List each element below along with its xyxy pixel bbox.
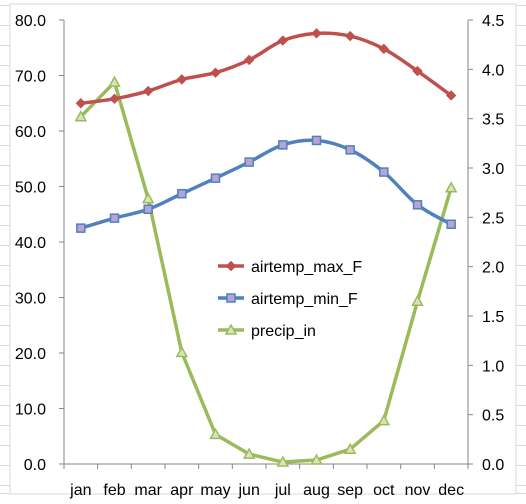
data-point-diamond [176, 74, 188, 85]
chart-frame [9, 3, 517, 495]
x-tick-label: oct [373, 482, 395, 499]
right-tick-label: 0.5 [482, 408, 504, 425]
data-point-triangle [209, 427, 222, 440]
data-point-triangle [224, 323, 238, 335]
data-point-triangle [141, 192, 155, 204]
data-point-square [244, 157, 254, 167]
legend-label: airtemp_min_F [251, 291, 358, 308]
right-tick-label: 1.0 [482, 358, 504, 375]
data-point-diamond [243, 54, 255, 66]
data-point-triangle [108, 75, 121, 87]
x-tick-label: may [200, 482, 230, 499]
data-point-square [311, 135, 322, 146]
data-point-square [412, 200, 423, 210]
left-tick-label: 40.0 [15, 235, 46, 252]
left-tick-label: 10.0 [15, 402, 46, 419]
series-line [79, 80, 453, 464]
data-point-triangle [343, 442, 357, 454]
data-point-triangle [276, 455, 290, 467]
right-tick-label: 2.0 [482, 260, 504, 277]
x-axis: jan feb mar apr may jun jul aug sep oct nov dec [63, 464, 469, 499]
data-point-triangle [310, 453, 323, 465]
data-point-diamond [225, 260, 237, 272]
data-point-diamond [277, 35, 289, 46]
right-tick-label: 2.5 [482, 210, 504, 227]
data-point-diamond [378, 43, 390, 55]
data-point-square [143, 204, 153, 215]
x-tick-label: aug [303, 482, 330, 499]
right-y-axis: 0.0 0.5 1.0 1.5 2.0 2.5 3.0 3.5 4.0 4.5 [468, 13, 504, 474]
data-point-diamond [142, 85, 154, 97]
data-point-diamond [311, 28, 322, 39]
data-point-diamond [75, 98, 87, 109]
data-point-square [345, 145, 355, 155]
series-precip_in [74, 75, 458, 467]
x-tick-label: apr [170, 482, 194, 499]
x-tick-label: jun [237, 482, 259, 499]
left-tick-label: 50.0 [15, 180, 46, 197]
data-point-triangle [74, 110, 88, 122]
data-point-square [177, 188, 187, 199]
left-tick-label: 0.0 [24, 457, 46, 474]
legend-item: precip_in [218, 323, 316, 340]
data-point-square [278, 140, 288, 150]
left-tick-label: 60.0 [15, 124, 46, 141]
x-tick-label: dec [438, 482, 464, 499]
x-tick-label: nov [405, 482, 431, 499]
data-point-diamond [210, 67, 221, 78]
right-tick-label: 4.5 [482, 13, 504, 30]
data-point-square [379, 167, 389, 177]
legend-label: precip_in [251, 323, 316, 340]
left-tick-label: 70.0 [15, 69, 46, 86]
series-airtemp_max_F [75, 28, 457, 109]
data-point-triangle [411, 294, 424, 306]
data-point-diamond [412, 65, 423, 77]
x-tick-label: jul [274, 482, 291, 499]
right-tick-label: 3.0 [482, 161, 504, 178]
data-point-triangle [175, 345, 189, 358]
right-tick-label: 1.5 [482, 309, 504, 326]
data-point-triangle [242, 447, 256, 459]
right-tick-label: 4.0 [482, 62, 504, 79]
series-layer [74, 28, 458, 467]
legend: airtemp_max_F airtemp_min_F precip_in [218, 259, 362, 340]
left-tick-label: 30.0 [15, 291, 46, 308]
right-tick-label: 3.5 [482, 112, 504, 129]
x-tick-label: mar [134, 482, 162, 499]
data-point-square [109, 213, 120, 223]
x-tick-label: sep [337, 482, 363, 499]
legend-item: airtemp_min_F [218, 291, 358, 308]
series-airtemp_min_F [76, 135, 456, 233]
data-point-triangle [377, 414, 391, 426]
legend-item: airtemp_max_F [218, 259, 362, 276]
data-point-square [226, 293, 236, 303]
legend-label: airtemp_max_F [251, 259, 362, 276]
left-y-axis: 0.0 10.0 20.0 30.0 40.0 50.0 60.0 70.0 80.0 [15, 13, 64, 474]
data-point-diamond [109, 93, 120, 105]
data-point-triangle [444, 181, 458, 193]
left-tick-label: 80.0 [15, 13, 46, 30]
data-point-diamond [344, 30, 356, 42]
data-point-diamond [445, 90, 457, 101]
x-tick-label: jan [69, 482, 91, 499]
x-tick-label: feb [103, 482, 125, 499]
right-tick-label: 0.0 [482, 457, 504, 474]
left-tick-label: 20.0 [15, 346, 46, 363]
data-point-square [210, 173, 221, 183]
data-point-square [446, 219, 456, 229]
data-point-square [76, 223, 86, 233]
